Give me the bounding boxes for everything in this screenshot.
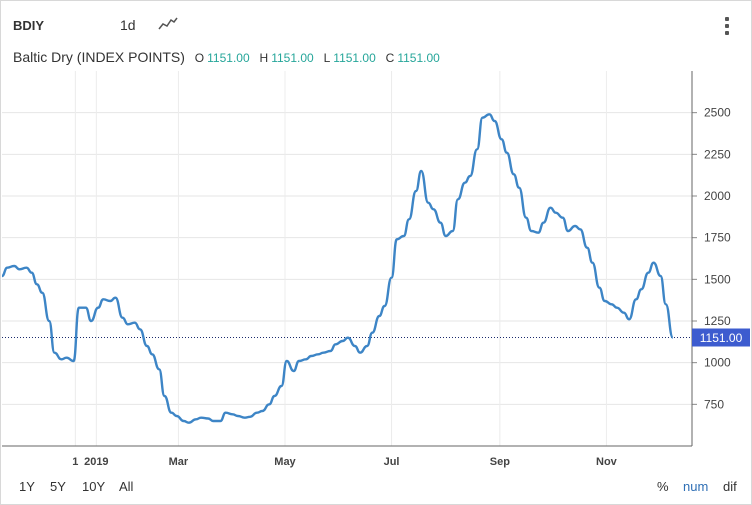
- last-price-tag: [692, 328, 750, 347]
- line-chart-icon[interactable]: [158, 16, 178, 32]
- scale-percent-button[interactable]: %: [657, 479, 669, 494]
- x-tick-label: Mar: [169, 456, 189, 468]
- last-price-label: 1151.00: [700, 331, 743, 345]
- y-tick-label: 2500: [704, 106, 731, 120]
- series-name: Baltic Dry (INDEX POINTS): [13, 49, 185, 65]
- y-tick-label: 1000: [704, 356, 731, 370]
- x-tick-label: Jul: [384, 456, 400, 468]
- x-tick-label: 2019: [84, 456, 108, 468]
- vertical-dots-icon[interactable]: [721, 15, 733, 37]
- x-tick-label: Sep: [490, 456, 510, 468]
- close-value: 1151.00: [397, 51, 440, 65]
- y-tick-label: 750: [704, 397, 724, 411]
- ohlc-legend: Baltic Dry (INDEX POINTS) O 1151.00 H 1151…: [13, 49, 440, 65]
- x-tick-label: May: [274, 456, 296, 468]
- interval-selector[interactable]: 1d: [120, 17, 136, 33]
- symbol-label[interactable]: BDIY: [13, 18, 45, 33]
- range-all-button[interactable]: All: [119, 479, 134, 494]
- series-line[interactable]: [1, 113, 674, 424]
- close-label: C: [385, 51, 395, 65]
- scale-dif-button[interactable]: dif: [723, 479, 737, 494]
- high-label: H: [259, 51, 269, 65]
- y-tick-label: 1750: [704, 231, 731, 245]
- range-10y-button[interactable]: 10Y: [82, 479, 106, 494]
- chart-toolbar: BDIY 1d: [1, 1, 751, 45]
- scale-num-button[interactable]: num: [683, 479, 709, 494]
- y-tick-label: 1250: [704, 314, 731, 328]
- high-value: 1151.00: [271, 51, 314, 65]
- y-tick-label: 2250: [704, 147, 731, 161]
- x-tick-label: 1: [72, 456, 78, 468]
- y-tick-label: 1500: [704, 272, 731, 286]
- price-chart[interactable]: 750 1000 1250 1500 1750 2000 2250 2500 1 2019 Mar M…: [1, 1, 751, 471]
- range-5y-button[interactable]: 5Y: [50, 479, 66, 494]
- low-label: L: [323, 51, 331, 65]
- x-tick-label: Nov: [596, 456, 618, 468]
- range-1y-button[interactable]: 1Y: [19, 479, 35, 494]
- y-tick-label: 2000: [704, 189, 731, 203]
- open-label: O: [194, 51, 205, 65]
- low-value: 1151.00: [333, 51, 376, 65]
- open-value: 1151.00: [207, 51, 250, 65]
